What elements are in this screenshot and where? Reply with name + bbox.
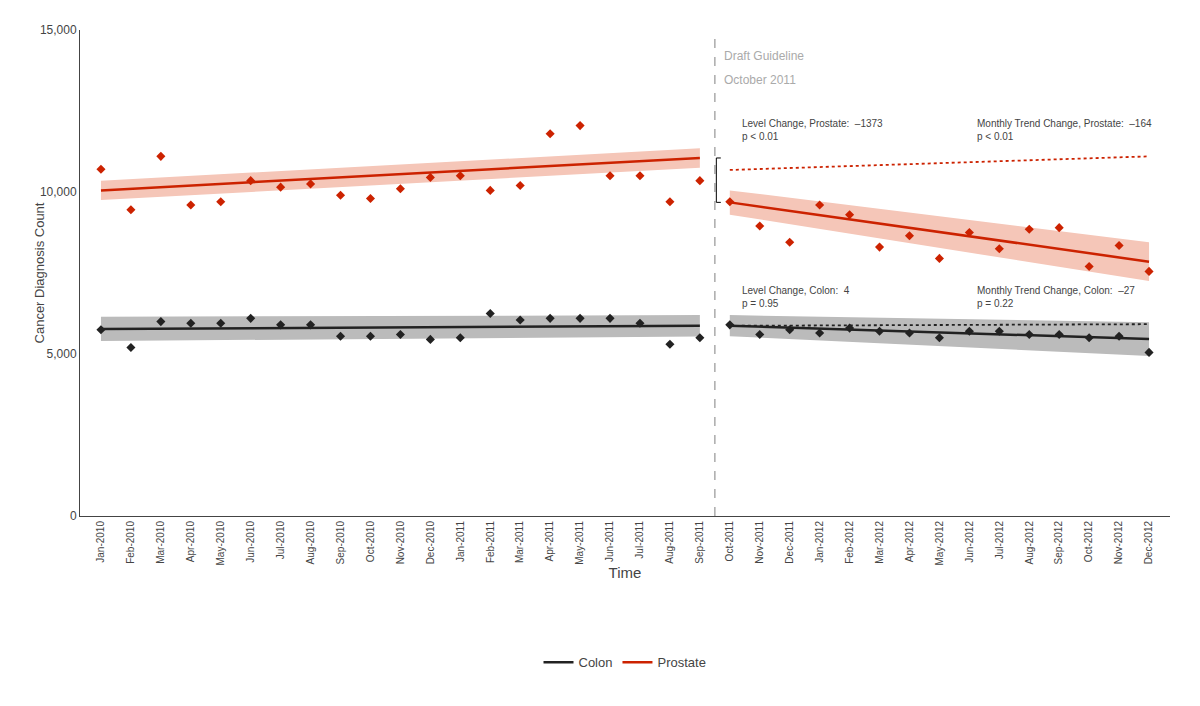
svg-text:Level Change, Prostate: –1373: Level Change, Prostate: –1373p < 0.01 [742, 118, 883, 142]
svg-text:Monthly Trend Change, Prostate: Monthly Trend Change, Prostate: –164p < … [977, 118, 1152, 142]
svg-text:0: 0 [70, 509, 77, 523]
svg-text:Dec-2012: Dec-2012 [1143, 521, 1154, 565]
svg-text:May-2011: May-2011 [574, 521, 585, 565]
svg-text:Dec-2011: Dec-2011 [784, 521, 795, 564]
svg-text:Jan-2012: Jan-2012 [814, 521, 825, 563]
svg-text:Time: Time [609, 564, 642, 581]
svg-text:Feb-2012: Feb-2012 [844, 521, 855, 564]
svg-text:Sep-2012: Sep-2012 [1053, 521, 1064, 565]
svg-text:Oct-2010: Oct-2010 [365, 521, 376, 563]
svg-text:Aug-2012: Aug-2012 [1024, 521, 1035, 565]
svg-text:Apr-2011: Apr-2011 [544, 521, 555, 562]
svg-text:Jul-2010: Jul-2010 [275, 521, 286, 560]
svg-text:Jan-2010: Jan-2010 [95, 521, 106, 563]
svg-text:Feb-2011: Feb-2011 [485, 521, 496, 564]
svg-text:Dec-2010: Dec-2010 [425, 521, 436, 565]
svg-text:Jan-2011: Jan-2011 [455, 521, 466, 562]
svg-text:Nov-2011: Nov-2011 [754, 521, 765, 564]
svg-text:Jun-2012: Jun-2012 [964, 521, 975, 563]
svg-text:Apr-2010: Apr-2010 [185, 521, 196, 563]
svg-text:15,000: 15,000 [40, 23, 77, 37]
svg-text:Jul-2012: Jul-2012 [994, 521, 1005, 560]
svg-text:10,000: 10,000 [40, 185, 77, 199]
svg-text:Monthly Trend Change, Colon:: Monthly Trend Change, Colon: –27p = 0.22 [977, 285, 1135, 309]
svg-text:May-2012: May-2012 [934, 521, 945, 566]
svg-text:Mar-2011: Mar-2011 [514, 521, 525, 563]
svg-text:Jul-2011: Jul-2011 [634, 521, 645, 559]
svg-text:Feb-2010: Feb-2010 [125, 521, 136, 564]
svg-text:Draft Guideline: Draft Guideline [724, 49, 804, 63]
svg-text:Cancer Diagnosis Count: Cancer Diagnosis Count [32, 202, 47, 343]
svg-text:Nov-2010: Nov-2010 [395, 521, 406, 565]
svg-text:Sep-2010: Sep-2010 [335, 521, 346, 565]
svg-text:May-2010: May-2010 [215, 521, 226, 566]
svg-text:Mar-2012: Mar-2012 [874, 521, 885, 564]
svg-text:5,000: 5,000 [47, 347, 77, 361]
svg-text:Mar-2010: Mar-2010 [155, 521, 166, 564]
svg-text:Sep-2011: Sep-2011 [694, 521, 705, 564]
svg-text:Jun-2010: Jun-2010 [245, 521, 256, 563]
svg-text:Colon: Colon [579, 655, 613, 670]
svg-text:Oct-2011: Oct-2011 [724, 521, 735, 562]
svg-text:Jun-2011: Jun-2011 [604, 521, 615, 562]
svg-text:Nov-2012: Nov-2012 [1113, 521, 1124, 565]
svg-text:Aug-2010: Aug-2010 [305, 521, 316, 565]
svg-text:Apr-2012: Apr-2012 [904, 521, 915, 563]
svg-text:Aug-2011: Aug-2011 [664, 521, 675, 564]
svg-text:Oct-2012: Oct-2012 [1083, 521, 1094, 563]
svg-text:October 2011: October 2011 [724, 73, 796, 87]
svg-text:Level Change, Colon: 4p = 0.9: Level Change, Colon: 4p = 0.95 [742, 285, 850, 309]
svg-text:Prostate: Prostate [657, 655, 705, 670]
